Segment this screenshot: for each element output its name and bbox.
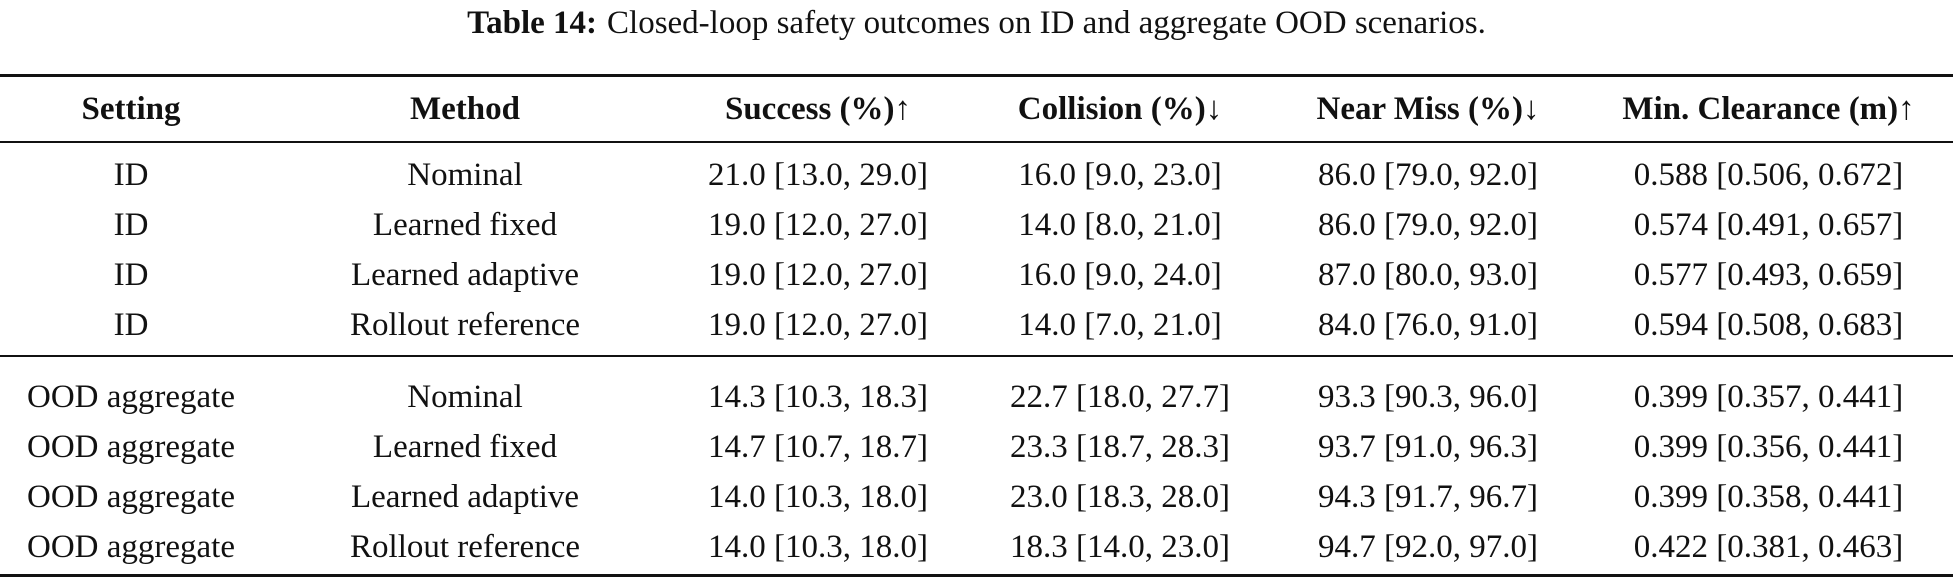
table-row: OOD aggregate Nominal 14.3 [10.3, 18.3] … bbox=[0, 372, 1953, 422]
column-header-near-miss: Near Miss (%)↓ bbox=[1316, 90, 1540, 127]
cell-setting: OOD aggregate bbox=[27, 528, 235, 565]
cell-setting: OOD aggregate bbox=[27, 428, 235, 465]
cell-near-miss: 86.0 [79.0, 92.0] bbox=[1318, 156, 1538, 193]
column-header-collision: Collision (%)↓ bbox=[1017, 90, 1223, 127]
top-rule bbox=[0, 74, 1953, 77]
bottom-rule bbox=[0, 574, 1953, 577]
cell-method: Nominal bbox=[407, 378, 523, 415]
cell-collision: 22.7 [18.0, 27.7] bbox=[1010, 378, 1230, 415]
cell-min-clearance: 0.399 [0.357, 0.441] bbox=[1633, 378, 1904, 415]
cell-setting: ID bbox=[113, 206, 149, 243]
cell-min-clearance: 0.574 [0.491, 0.657] bbox=[1633, 206, 1904, 243]
cell-min-clearance: 0.422 [0.381, 0.463] bbox=[1633, 528, 1904, 565]
cell-method: Rollout reference bbox=[350, 528, 580, 565]
cell-setting: OOD aggregate bbox=[27, 378, 235, 415]
table-row: OOD aggregate Learned fixed 14.7 [10.7, … bbox=[0, 422, 1953, 472]
cell-near-miss: 86.0 [79.0, 92.0] bbox=[1318, 206, 1538, 243]
table-row: ID Learned adaptive 19.0 [12.0, 27.0] 16… bbox=[0, 250, 1953, 300]
column-header-success: Success (%)↑ bbox=[724, 90, 912, 127]
cell-collision: 23.0 [18.3, 28.0] bbox=[1010, 478, 1230, 515]
cell-method: Rollout reference bbox=[350, 306, 580, 343]
column-header-method: Method bbox=[410, 90, 520, 127]
cell-success: 19.0 [12.0, 27.0] bbox=[708, 256, 928, 293]
table-row: OOD aggregate Learned adaptive 14.0 [10.… bbox=[0, 472, 1953, 522]
cell-setting: ID bbox=[113, 156, 149, 193]
cell-collision: 16.0 [9.0, 23.0] bbox=[1018, 156, 1222, 193]
table-row: ID Rollout reference 19.0 [12.0, 27.0] 1… bbox=[0, 300, 1953, 350]
cell-setting: OOD aggregate bbox=[27, 478, 235, 515]
cell-setting: ID bbox=[113, 256, 149, 293]
cell-min-clearance: 0.399 [0.356, 0.441] bbox=[1633, 428, 1904, 465]
caption-text: Closed-loop safety outcomes on ID and ag… bbox=[607, 5, 1486, 41]
cell-near-miss: 84.0 [76.0, 91.0] bbox=[1318, 306, 1538, 343]
cell-collision: 23.3 [18.7, 28.3] bbox=[1010, 428, 1230, 465]
group-rule bbox=[0, 355, 1953, 357]
cell-collision: 18.3 [14.0, 23.0] bbox=[1010, 528, 1230, 565]
table-row: ID Nominal 21.0 [13.0, 29.0] 16.0 [9.0, … bbox=[0, 150, 1953, 200]
cell-near-miss: 87.0 [80.0, 93.0] bbox=[1318, 256, 1538, 293]
cell-collision: 14.0 [7.0, 21.0] bbox=[1018, 306, 1222, 343]
column-header-setting: Setting bbox=[81, 90, 181, 127]
cell-method: Learned adaptive bbox=[350, 256, 580, 293]
cell-near-miss: 94.3 [91.7, 96.7] bbox=[1318, 478, 1538, 515]
cell-success: 14.0 [10.3, 18.0] bbox=[708, 528, 928, 565]
cell-success: 19.0 [12.0, 27.0] bbox=[708, 306, 928, 343]
cell-success: 14.0 [10.3, 18.0] bbox=[708, 478, 928, 515]
cell-success: 21.0 [13.0, 29.0] bbox=[708, 156, 928, 193]
cell-near-miss: 93.7 [91.0, 96.3] bbox=[1318, 428, 1538, 465]
cell-method: Nominal bbox=[407, 156, 523, 193]
table-caption: Table 14: Closed-loop safety outcomes on … bbox=[0, 0, 1953, 46]
header-rule bbox=[0, 141, 1953, 143]
cell-collision: 14.0 [8.0, 21.0] bbox=[1018, 206, 1222, 243]
cell-min-clearance: 0.594 [0.508, 0.683] bbox=[1633, 306, 1904, 343]
table-row: ID Learned fixed 19.0 [12.0, 27.0] 14.0 … bbox=[0, 200, 1953, 250]
cell-method: Learned fixed bbox=[372, 206, 558, 243]
cell-near-miss: 93.3 [90.3, 96.0] bbox=[1318, 378, 1538, 415]
cell-method: Learned fixed bbox=[372, 428, 558, 465]
cell-success: 14.3 [10.3, 18.3] bbox=[708, 378, 928, 415]
table-group-ood: OOD aggregate Nominal 14.3 [10.3, 18.3] … bbox=[0, 372, 1953, 572]
cell-success: 14.7 [10.7, 18.7] bbox=[708, 428, 928, 465]
cell-min-clearance: 0.577 [0.493, 0.659] bbox=[1633, 256, 1904, 293]
cell-method: Learned adaptive bbox=[350, 478, 580, 515]
cell-min-clearance: 0.588 [0.506, 0.672] bbox=[1633, 156, 1904, 193]
cell-success: 19.0 [12.0, 27.0] bbox=[708, 206, 928, 243]
caption-label: Table 14: bbox=[467, 5, 598, 41]
cell-setting: ID bbox=[113, 306, 149, 343]
cell-near-miss: 94.7 [92.0, 97.0] bbox=[1318, 528, 1538, 565]
table-header: Setting Method Success (%)↑ Collision (%… bbox=[0, 77, 1953, 141]
cell-collision: 16.0 [9.0, 24.0] bbox=[1018, 256, 1222, 293]
header-row: Setting Method Success (%)↑ Collision (%… bbox=[0, 77, 1953, 141]
cell-min-clearance: 0.399 [0.358, 0.441] bbox=[1633, 478, 1904, 515]
table-row: OOD aggregate Rollout reference 14.0 [10… bbox=[0, 522, 1953, 572]
table-group-id: ID Nominal 21.0 [13.0, 29.0] 16.0 [9.0, … bbox=[0, 150, 1953, 350]
column-header-min-clearance: Min. Clearance (m)↑ bbox=[1622, 90, 1915, 127]
